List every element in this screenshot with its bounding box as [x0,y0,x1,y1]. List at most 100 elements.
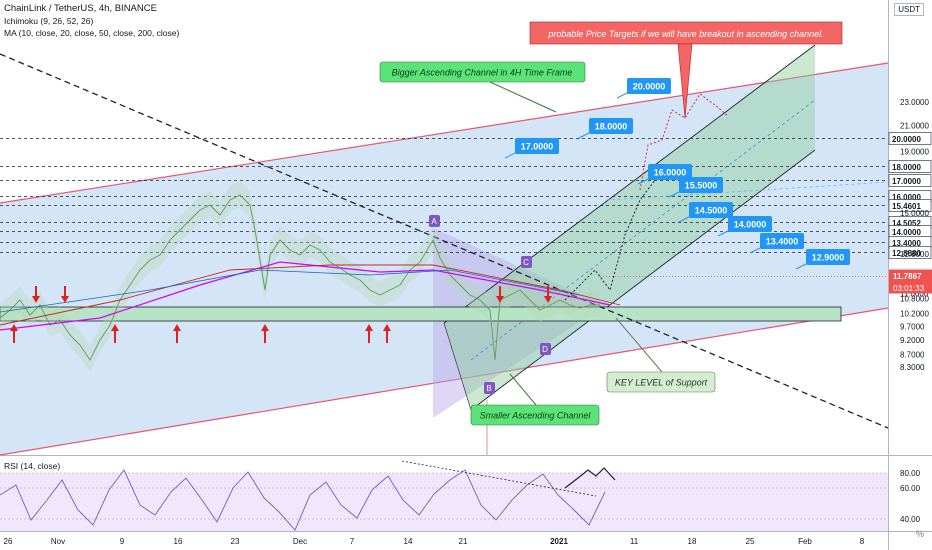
pattern-point-b-marker [484,382,495,394]
projected-path [564,179,656,301]
bigger-channel-note-text: Bigger Ascending Channel in 4H Time Fram… [392,68,573,78]
time-axis-label-11: 18 [688,537,697,546]
support-zone [0,306,842,322]
ma-legend[interactable]: MA (10, close, 20, close, 50, close, 200… [4,28,180,38]
pattern-point-a-marker [429,215,440,227]
rsi-divergence-line [401,460,597,497]
bigger-channel-upper [0,62,889,204]
current-price-label: 11.7867 [893,272,922,281]
pattern-point-c-label: C [523,258,529,267]
up-arrow-head-4 [365,324,373,331]
time-axis-label-14: 8 [860,537,865,546]
price-axis-label-10: 10.8000 [900,294,929,303]
rsi-axis-label-2: 40.00 [900,515,921,524]
up-arrow-head-0 [10,324,18,331]
ma-line-blue [0,269,581,313]
time-axis-label-12: 25 [746,537,755,546]
smaller-channel-note-box [470,404,600,426]
time-axis-label-10: 11 [630,537,639,546]
price-level-label-1: 18.0000 [892,163,921,172]
bigger-channel-note-box [379,61,586,83]
pattern-point-b-label: B [486,384,491,393]
countdown-badge [889,281,932,294]
price-level-label-6: 14.0000 [892,228,921,237]
smaller-channel-edge [443,322,472,411]
price-axis-label-12: 9.7000 [900,322,925,331]
price-level-box-8 [888,246,932,259]
down-arrow-head-1 [61,296,69,303]
price-axis-label-11: 10.2000 [900,309,929,318]
time-axis-label-5: Dec [293,537,307,546]
pattern-point-d-label: D [542,345,548,354]
target-label-7: 13.4000 [766,237,799,247]
up-arrow-head-3 [261,324,269,331]
downtrend-line [0,53,889,429]
target-path [639,93,729,191]
bigger-channel-lower [0,307,889,456]
up-arrow-head-1 [111,324,119,331]
target-box-1 [589,118,633,134]
rsi-legend[interactable]: RSI (14, close) [4,461,61,471]
price-level-label-2: 17.0000 [892,177,921,186]
rsi-projection [564,467,616,489]
target-label-0: 20.0000 [633,82,666,92]
price-axis-label-1: 21.0000 [900,122,929,131]
bigger-channel-pointer [489,81,557,113]
target-box-5 [689,202,733,218]
target-pointer-3 [637,177,651,185]
time-axis-label-2: 9 [120,537,125,546]
time-axis-label-9: 2021 [550,537,568,546]
key-level-note-text: KEY LEVEL of Support [615,378,708,388]
price-level-label-7: 13.4000 [892,239,921,248]
up-arrow-head-2 [173,324,181,331]
time-axis-label-0: 26 [4,537,13,546]
scale-percent-toggle[interactable]: % [915,529,924,539]
target-pointer-6 [717,229,731,237]
price-axis-label-9: 11.0000 [900,290,929,299]
target-pointer-5 [678,215,692,223]
currency-badge[interactable]: USDT [894,3,924,16]
price-level-box-4 [888,199,932,212]
ma-line-magenta [0,261,611,331]
key-level-note-box [606,371,716,393]
key-level-pointer [615,317,663,373]
up-arrow-head-5 [383,324,391,331]
price-level-label-4: 15.4601 [892,202,921,211]
ichimoku-legend[interactable]: Ichimoku (9, 26, 52, 26) [4,16,94,26]
price-level-box-2 [888,174,932,187]
rsi-axis-label-1: 60.00 [900,484,921,493]
down-arrow-head-3 [544,296,552,303]
price-targets-note-text: probable Price Targets if we will have b… [547,29,823,39]
target-label-8: 12.9000 [812,253,845,263]
bigger-channel-fill [0,63,888,455]
chart-title: ChainLink / TetherUS, 4h, BINANCE [4,3,157,14]
price-level-label-0: 20.0000 [892,135,921,144]
target-label-1: 18.0000 [595,122,628,132]
price-path [0,194,600,361]
target-box-0 [627,78,671,94]
price-axis-label-15: 8.3000 [900,363,925,372]
target-box-3 [648,164,692,180]
price-axis-label-14: 8.7000 [900,351,925,360]
smaller-channel-lower [470,149,816,411]
smaller-channel-pointer [509,373,537,406]
down-arrow-head-0 [32,296,40,303]
price-level-label-8: 12.8880 [892,249,921,258]
countdown-label: 03:01:33 [893,284,925,293]
target-label-2: 17.0000 [521,142,554,152]
target-label-6: 14.0000 [734,220,767,230]
target-pointer-8 [795,262,809,270]
rsi-axis-label-0: 80.00 [900,469,921,478]
price-targets-note-pointer [677,43,693,119]
target-box-8 [806,249,850,265]
time-axis-label-6: 7 [350,537,355,546]
target-label-5: 14.5000 [695,206,728,216]
time-axis-label-13: Feb [798,537,812,546]
time-axis-label-3: 16 [174,537,183,546]
target-label-3: 16.0000 [654,168,687,178]
target-pointer-0 [616,91,630,99]
rsi-line [0,469,606,531]
time-axis-label-8: 21 [459,537,468,546]
price-axis-label-8: 12.8000 [900,250,929,259]
price-level-box-0 [888,132,932,145]
